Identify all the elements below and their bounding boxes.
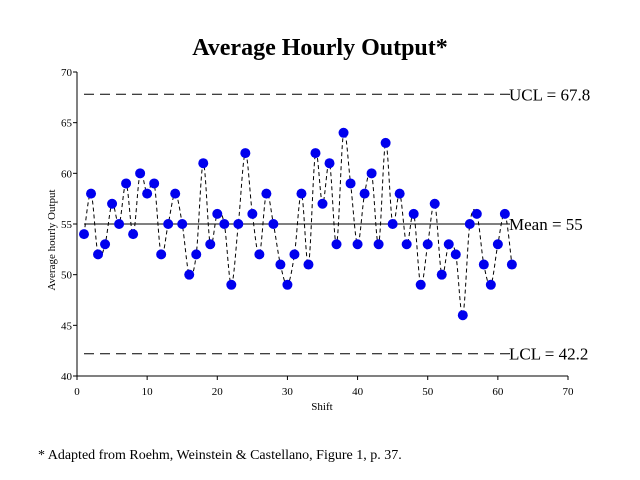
data-point <box>254 249 265 260</box>
data-points <box>79 127 517 321</box>
data-point <box>485 279 496 290</box>
data-point <box>79 229 90 240</box>
x-tick-label: 50 <box>422 386 434 398</box>
data-point <box>429 198 440 209</box>
data-point <box>457 310 468 321</box>
data-point <box>219 219 230 229</box>
y-tick-label: 60 <box>61 168 73 180</box>
data-point <box>233 219 244 229</box>
data-point <box>177 219 188 229</box>
data-point <box>380 137 391 148</box>
x-tick-label: 40 <box>352 386 364 398</box>
data-point <box>121 178 132 189</box>
data-point <box>422 239 433 250</box>
data-point <box>506 259 517 270</box>
data-point <box>366 168 377 179</box>
data-point <box>128 229 139 240</box>
data-point <box>296 188 307 199</box>
ucl-label: UCL = 67.8 <box>509 85 590 104</box>
data-point <box>268 219 279 229</box>
data-point <box>345 178 356 189</box>
x-tick-label: 10 <box>142 386 154 398</box>
data-point <box>338 127 349 138</box>
data-point <box>100 239 111 250</box>
data-point <box>107 198 118 209</box>
data-point <box>142 188 153 199</box>
data-point <box>450 249 461 260</box>
data-point <box>184 269 195 280</box>
mean-label: Mean = 55 <box>509 215 583 234</box>
data-point <box>261 188 272 199</box>
data-point <box>247 208 258 219</box>
x-tick-label: 60 <box>492 386 504 398</box>
data-point <box>471 208 482 219</box>
data-point <box>205 239 216 250</box>
data-point <box>135 168 146 179</box>
x-tick-label: 0 <box>74 386 80 398</box>
y-tick-label: 40 <box>61 371 73 383</box>
y-tick-label: 70 <box>61 67 73 79</box>
data-point <box>86 188 97 199</box>
data-point <box>191 249 202 260</box>
data-point <box>415 279 426 290</box>
data-point <box>317 198 328 209</box>
series-line <box>83 130 513 316</box>
y-tick-label: 45 <box>61 320 73 332</box>
data-point <box>492 239 503 250</box>
data-point <box>499 208 510 219</box>
data-point <box>149 178 160 189</box>
data-point <box>373 239 384 250</box>
data-point <box>408 208 419 219</box>
data-point <box>310 148 321 159</box>
data-point <box>240 148 251 159</box>
chart-title: Average Hourly Output* <box>192 35 448 61</box>
data-point <box>114 219 125 229</box>
data-point <box>401 239 412 250</box>
x-tick-label: 30 <box>282 386 294 398</box>
data-point <box>394 188 405 199</box>
y-tick-label: 65 <box>61 118 73 130</box>
data-point <box>436 269 447 280</box>
y-tick-label: 55 <box>61 219 73 231</box>
data-point <box>478 259 489 270</box>
x-tick-label: 70 <box>563 386 575 398</box>
data-point <box>156 249 167 260</box>
data-point <box>289 249 300 260</box>
data-point <box>163 219 174 229</box>
data-point <box>331 239 342 250</box>
data-point <box>93 249 104 260</box>
y-axis-label: Average hourly Output <box>46 189 58 290</box>
series-line-group <box>83 130 513 316</box>
data-point <box>387 219 398 229</box>
reference-lines: UCL = 67.8 Mean = 55 LCL = 42.2 <box>84 85 590 364</box>
data-point <box>303 259 314 270</box>
lcl-label: LCL = 42.2 <box>509 345 588 364</box>
data-point <box>359 188 370 199</box>
data-point <box>443 239 454 250</box>
x-axis-label: Shift <box>311 401 332 413</box>
data-point <box>198 158 209 169</box>
axes: 40 45 50 55 60 65 70 0 10 20 30 40 50 60 70 <box>61 67 574 398</box>
data-point <box>170 188 181 199</box>
data-point <box>324 158 335 169</box>
data-point <box>212 208 223 219</box>
data-point <box>226 279 237 290</box>
y-tick-label: 50 <box>61 270 73 282</box>
data-point <box>282 279 293 290</box>
data-point <box>275 259 286 270</box>
x-tick-label: 20 <box>212 386 224 398</box>
data-point <box>352 239 363 250</box>
footnote: * Adapted from Roehm, Weinstein & Castel… <box>38 448 402 463</box>
data-point <box>464 219 475 229</box>
